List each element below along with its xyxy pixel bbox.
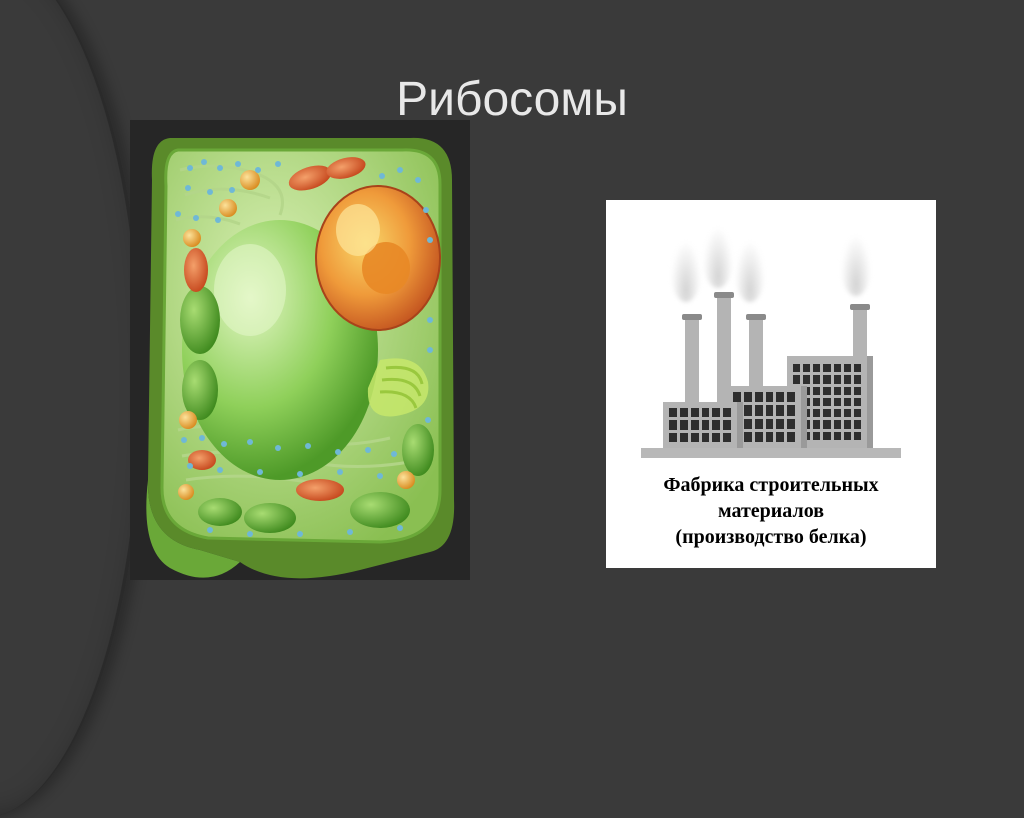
factory-ground (641, 448, 901, 458)
nucleus-highlight (336, 204, 380, 256)
caption-line: (производство белка) (663, 524, 878, 550)
smoke (703, 228, 733, 288)
cell-svg (130, 120, 470, 580)
factory-caption: Фабрика строительных материалов (произво… (663, 472, 878, 550)
caption-line: Фабрика строительных (663, 472, 878, 498)
caption-line: материалов (663, 498, 878, 524)
smoke (735, 242, 765, 302)
cell-diagram (130, 120, 470, 580)
factory-card: Фабрика строительных материалов (произво… (606, 200, 936, 568)
page-title: Рибосомы (0, 72, 1024, 127)
smoke (671, 242, 701, 302)
vacuole-highlight (214, 244, 286, 336)
factory-building-low (663, 402, 743, 448)
factory-illustration (641, 248, 901, 458)
smoke (841, 236, 871, 296)
